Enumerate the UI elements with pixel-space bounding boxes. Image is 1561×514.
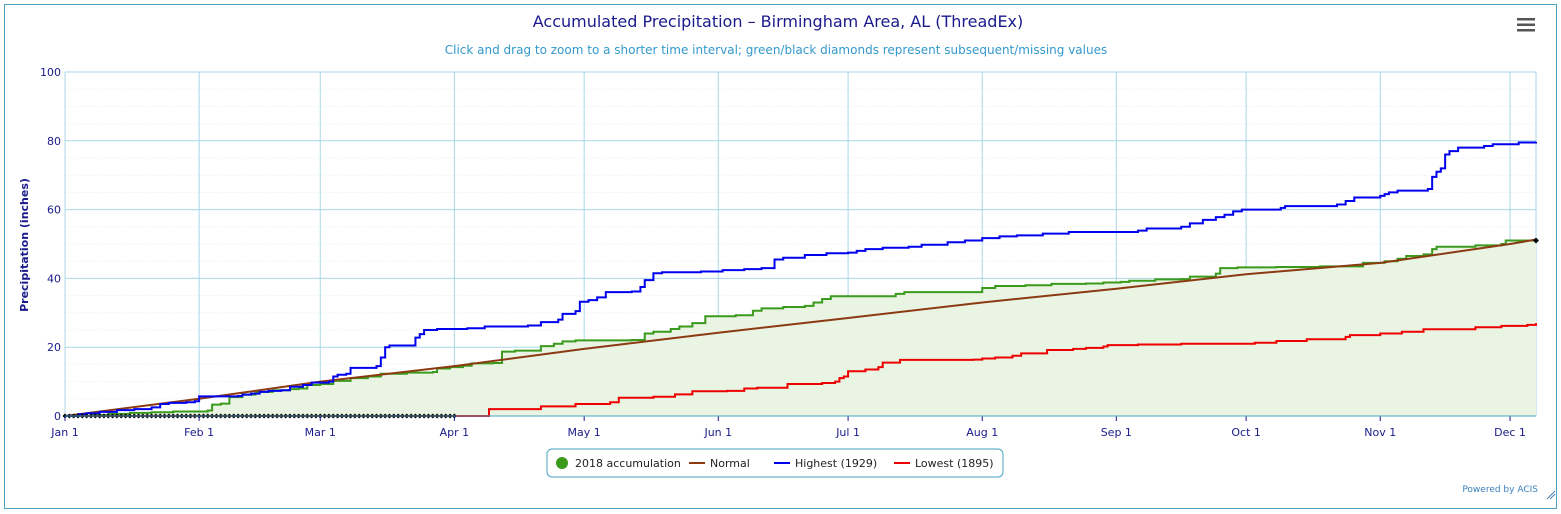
axes: 0 20 40 60 80 100 Jan 1 Feb 1 Mar 1 Apr 1 May 1 Jun… [40, 66, 1536, 439]
hamburger-menu-icon[interactable] [1517, 18, 1535, 32]
legend-symbol [556, 457, 568, 469]
x-tick-label: Apr 1 [440, 426, 470, 439]
chart-title: Accumulated Precipitation – Birmingham A… [533, 12, 1024, 31]
x-tick-label: Jan 1 [50, 426, 78, 439]
x-tick-label: Mar 1 [305, 426, 336, 439]
legend-label: Normal [710, 457, 750, 470]
legend-label: 2018 accumulation [575, 457, 681, 470]
x-tick-label: May 1 [568, 426, 601, 439]
chart-subtitle: Click and drag to zoom to a shorter time… [445, 43, 1107, 57]
series-layer [62, 141, 1539, 419]
legend-item-highest-1929[interactable]: Highest (1929) [774, 457, 877, 470]
credits-link[interactable]: Powered by ACIS [1462, 485, 1538, 495]
y-tick-label: 80 [47, 135, 61, 148]
y-tick-label: 20 [47, 341, 61, 354]
y-tick-label: 40 [47, 272, 61, 285]
x-tick-label: Jun 1 [703, 426, 732, 439]
latest-value-marker [1533, 237, 1539, 244]
y-axis-label: Precipitation (inches) [18, 178, 31, 312]
series-line-2018-accumulation[interactable] [65, 239, 1536, 417]
x-tick-label: Oct 1 [1231, 426, 1261, 439]
legend-label: Lowest (1895) [915, 457, 994, 470]
legend[interactable]: 2018 accumulation Normal Highest (1929) Low… [546, 448, 1004, 478]
x-tick-label: Aug 1 [966, 426, 998, 439]
x-tick-label: Sep 1 [1101, 426, 1132, 439]
x-tick-label: Feb 1 [184, 426, 214, 439]
legend-label: Highest (1929) [795, 457, 877, 470]
y-tick-label: 60 [47, 204, 61, 217]
legend-item-2018-accumulation[interactable]: 2018 accumulation [556, 457, 681, 470]
resize-handle-icon[interactable] [1546, 490, 1556, 500]
x-tick-label: Jul 1 [835, 426, 860, 439]
y-tick-label: 0 [54, 410, 61, 423]
legend-item-normal[interactable]: Normal [689, 457, 750, 470]
x-tick-label: Dec 1 [1494, 426, 1526, 439]
series-line-highest-1929[interactable] [65, 141, 1537, 417]
chart-container[interactable] [4, 4, 1557, 509]
y-tick-label: 100 [40, 66, 61, 79]
x-tick-label: Nov 1 [1364, 426, 1396, 439]
legend-item-lowest-1895[interactable]: Lowest (1895) [894, 457, 994, 470]
series-line-lowest-1895[interactable] [65, 323, 1537, 417]
series-line-normal[interactable] [64, 238, 1537, 417]
